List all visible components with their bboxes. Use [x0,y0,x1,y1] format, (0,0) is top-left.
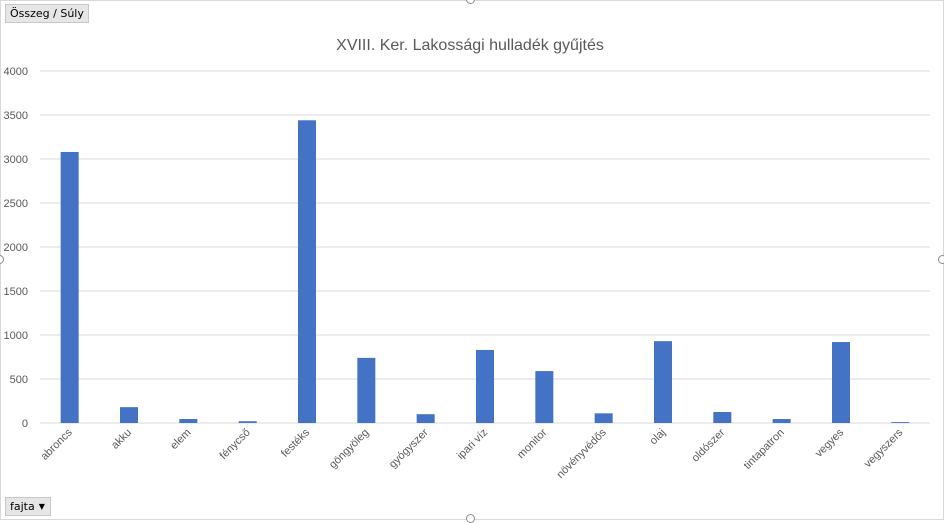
bar-gyógyszer[interactable] [416,414,435,423]
x-tick-label: tintapatron [742,427,787,472]
bar-monitor[interactable] [535,371,554,423]
value-field-label: Összeg / Súly [10,7,84,20]
y-tick-label: 4000 [4,66,28,78]
y-tick-label: 2000 [4,242,28,254]
x-tick-label: fénycső [217,427,252,462]
y-tick-label: 3500 [4,110,28,122]
bar-olaj[interactable] [654,341,672,423]
x-tick-label: festéks [279,426,312,459]
bar-abroncs[interactable] [60,151,79,423]
bar-növényvédős[interactable] [594,413,613,423]
x-tick-label: ipari víz [455,427,490,462]
bar-festéks[interactable] [298,120,316,423]
dropdown-arrow-icon[interactable]: ▼ [38,502,45,511]
x-tick-label: vegyszers [862,426,906,470]
x-tick-label: göngyöleg [327,427,371,471]
y-tick-label: 500 [10,374,28,386]
y-tick-label: 0 [22,418,28,430]
bar-ipari-víz[interactable] [476,349,494,423]
x-tick-label: abroncs [39,426,76,463]
x-tick-label: akku [109,427,134,452]
y-tick-label: 1500 [4,286,28,298]
bar-vegyes[interactable] [832,342,850,423]
bar-elem[interactable] [179,419,198,423]
bar-fénycső[interactable] [238,421,257,423]
resize-handle-right[interactable] [938,255,944,264]
bar-vegyszers[interactable] [891,422,910,423]
bar-göngyöleg[interactable] [357,357,376,423]
y-tick-label: 1000 [4,330,28,342]
chart-title: XVIII. Ker. Lakossági hulladék gyűjtés [336,37,604,54]
axis-field-button[interactable]: fajta ▼ [5,497,51,516]
value-field-button[interactable]: Összeg / Súly [5,4,89,23]
bar-akku[interactable] [120,407,138,423]
x-tick-label: növényvédős [554,426,609,481]
x-tick-label: elem [168,427,193,452]
y-tick-label: 2500 [4,198,28,210]
y-tick-label: 3000 [4,154,28,166]
x-tick-label: olaj [648,427,669,448]
axis-field-label: fajta [10,500,35,513]
bar-oldószer[interactable] [713,412,732,423]
x-tick-label: vegyes [813,426,846,459]
x-tick-label: monitor [515,426,550,461]
x-tick-label: gyógyszer [387,426,431,470]
x-tick-label: oldószer [690,426,728,464]
bar-tintapatron[interactable] [772,419,791,423]
